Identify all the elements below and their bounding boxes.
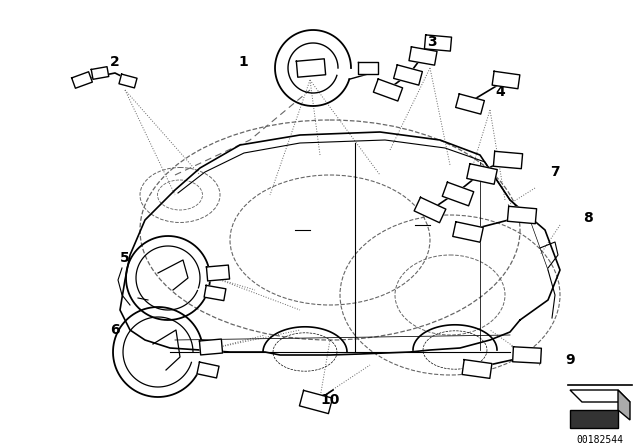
Text: 4: 4 [495,85,505,99]
Polygon shape [207,265,230,281]
Polygon shape [200,339,223,355]
Text: 10: 10 [320,393,340,407]
Polygon shape [570,410,618,428]
Text: 8: 8 [583,211,593,225]
Polygon shape [409,47,437,65]
Polygon shape [72,72,92,88]
Polygon shape [373,79,403,101]
Text: 5: 5 [120,251,130,265]
Text: 1: 1 [238,55,248,69]
Polygon shape [452,222,483,242]
Text: 9: 9 [565,353,575,367]
Text: 7: 7 [550,165,560,179]
Text: 3: 3 [427,35,437,49]
Polygon shape [424,35,452,51]
Polygon shape [358,62,378,74]
Polygon shape [197,362,219,378]
Polygon shape [618,390,630,420]
Polygon shape [414,197,446,223]
Text: 2: 2 [110,55,120,69]
Polygon shape [467,164,497,184]
Polygon shape [570,390,630,402]
Polygon shape [508,207,536,224]
Text: 6: 6 [110,323,120,337]
Polygon shape [394,65,422,85]
Polygon shape [296,59,326,77]
Polygon shape [442,182,474,206]
Polygon shape [456,94,484,114]
Text: 00182544: 00182544 [577,435,623,445]
Polygon shape [92,67,109,79]
Polygon shape [513,347,541,363]
Polygon shape [119,74,137,88]
Polygon shape [300,390,333,414]
Polygon shape [462,360,492,379]
Polygon shape [493,151,523,169]
Polygon shape [204,285,226,301]
Polygon shape [492,71,520,89]
